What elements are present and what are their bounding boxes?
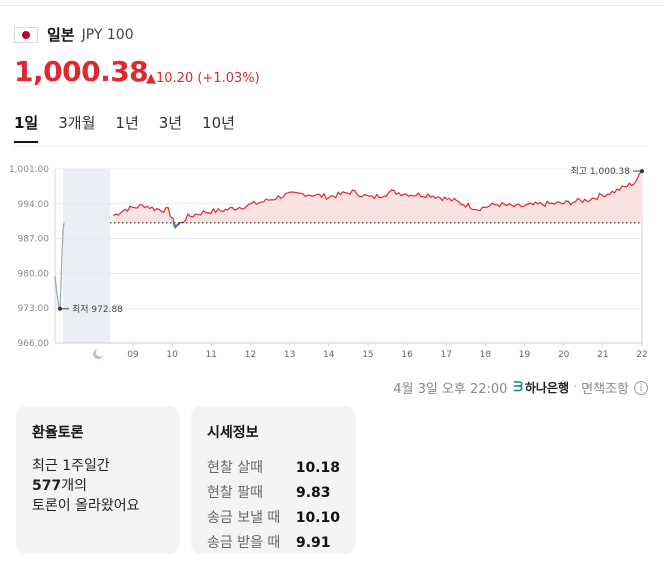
price-change: ▲10.20 (+1.03%) [146,71,260,86]
y-tick-label: 980.00 [18,269,50,279]
quote-row: 송금 받을 때 9.91 [207,531,340,556]
discussion-count-suffix: 개의 [61,478,87,494]
quote-info-card: 시세정보 현찰 살때 10.18 현찰 팔때 9.83 송금 보낼 때 10.10 송… [191,406,356,554]
x-tick-label: 17 [441,350,452,360]
quote-value: 10.10 [295,510,340,526]
discussion-title: 환율토론 [32,425,84,441]
y-tick-label: 973.00 [18,304,50,314]
tab-1d[interactable]: 1일 [14,112,39,143]
x-tick-label: 22 [636,350,647,360]
quote-info-title: 시세정보 [207,425,259,441]
discussion-period: 최근 1주일간 [32,458,110,474]
bank-name: 하나은행 [524,381,570,395]
y-tick-label: 994.00 [18,200,50,210]
x-tick-label: 15 [362,350,373,360]
quote-row: 현찰 살때 10.18 [207,456,340,481]
quote-label: 현찰 살때 [207,460,263,476]
tab-3y[interactable]: 3년 [158,114,183,132]
quote-value: 9.83 [296,485,331,501]
quote-label: 송금 보낼 때 [207,510,281,526]
quote-label: 송금 받을 때 [207,535,281,551]
x-tick-label: 21 [597,350,608,360]
premarket-line [54,222,65,311]
exchange-rate-chart[interactable]: 1,001.00 994.00 987.00 980.00 973.00 966.00 09… [0,160,664,365]
x-tick-label: 11 [206,350,217,360]
update-info: 4월 3일 오후 22:00 ᗱ 하나은행 · 면책조항 i [393,378,648,397]
separator: · [573,380,578,395]
info-icon[interactable]: i [634,380,648,395]
japan-flag-icon [14,26,38,43]
x-tick-label: 09 [127,350,139,360]
currency-code: JPY 100 [81,26,134,43]
discussion-card[interactable]: 환율토론 최근 1주일간 577개의 토론이 올라왔어요 [16,406,180,554]
quote-row: 송금 보낼 때 10.10 [207,506,340,531]
x-tick-label: 19 [519,350,531,360]
tab-10y[interactable]: 10년 [202,114,235,132]
update-time: 4월 3일 오후 22:00 [393,382,508,397]
currency-header: 일본 JPY 100 [14,24,134,45]
discussion-count: 577 [32,478,62,494]
night-session-shade [63,169,110,343]
x-tick-label: 12 [245,350,256,360]
x-tick-label: 10 [166,350,178,360]
low-label: 최저 972.88 [72,304,123,315]
y-tick-label: 1,001.00 [9,165,49,175]
x-tick-label: 16 [401,350,413,360]
x-tick-label: 18 [480,350,492,360]
hana-bank-logo-icon: ᗱ 하나은행 [513,380,570,395]
tab-1y[interactable]: 1년 [115,114,139,132]
high-label: 최고 1,000.38 [571,166,631,177]
period-tabs: 1일 3개월 1년 3년 10년 [14,112,255,143]
price-line-down [172,222,180,230]
quote-label: 현찰 팔때 [207,485,263,501]
disclaimer-link[interactable]: 면책조항 [581,382,629,397]
x-tick-label: 14 [323,350,335,360]
high-marker [640,169,644,174]
up-area-fill [113,172,642,223]
x-tick-label: 13 [284,350,295,360]
tab-3m[interactable]: 3개월 [58,114,96,132]
current-price: 1,000.38 [14,55,149,88]
price-line-up [113,171,643,227]
tabs-divider [14,146,648,147]
x-tick-label: 20 [558,350,570,360]
y-tick-label: 966.00 [18,339,50,349]
quote-value: 10.18 [295,460,340,476]
top-divider [0,0,664,6]
y-tick-label: 987.00 [18,235,50,245]
quote-row: 현찰 팔때 9.83 [207,481,340,506]
discussion-summary: 최근 1주일간 577개의 토론이 올라왔어요 [32,456,164,516]
quote-value: 9.91 [296,535,331,551]
discussion-text: 토론이 올라왔어요 [32,498,140,514]
discussion-count-line: 577개의 [32,476,164,496]
moon-icon [93,349,103,359]
currency-name: 일본 [47,26,75,44]
